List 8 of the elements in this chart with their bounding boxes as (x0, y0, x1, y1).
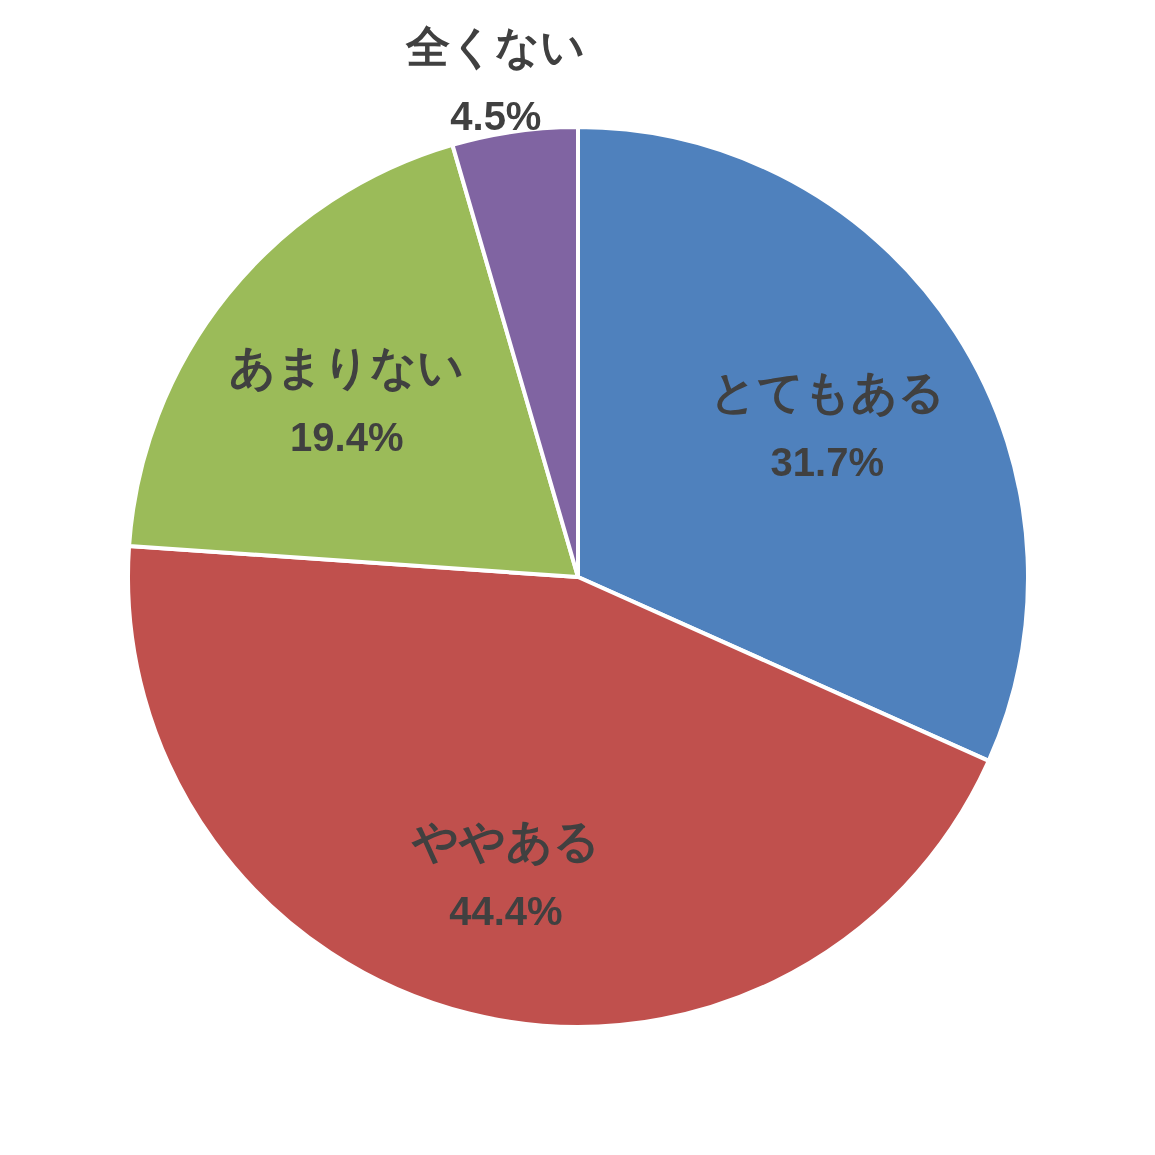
data-label: 44.4% (449, 889, 563, 934)
data-label: 19.4% (290, 414, 404, 459)
slice-label: ややある (410, 815, 600, 868)
data-label: 31.7% (770, 439, 884, 484)
slice-label: 全くない (405, 22, 586, 72)
slice-label: とてもある (709, 365, 945, 418)
data-label: 4.5% (450, 94, 542, 139)
slice-label: あまりない (229, 340, 465, 393)
